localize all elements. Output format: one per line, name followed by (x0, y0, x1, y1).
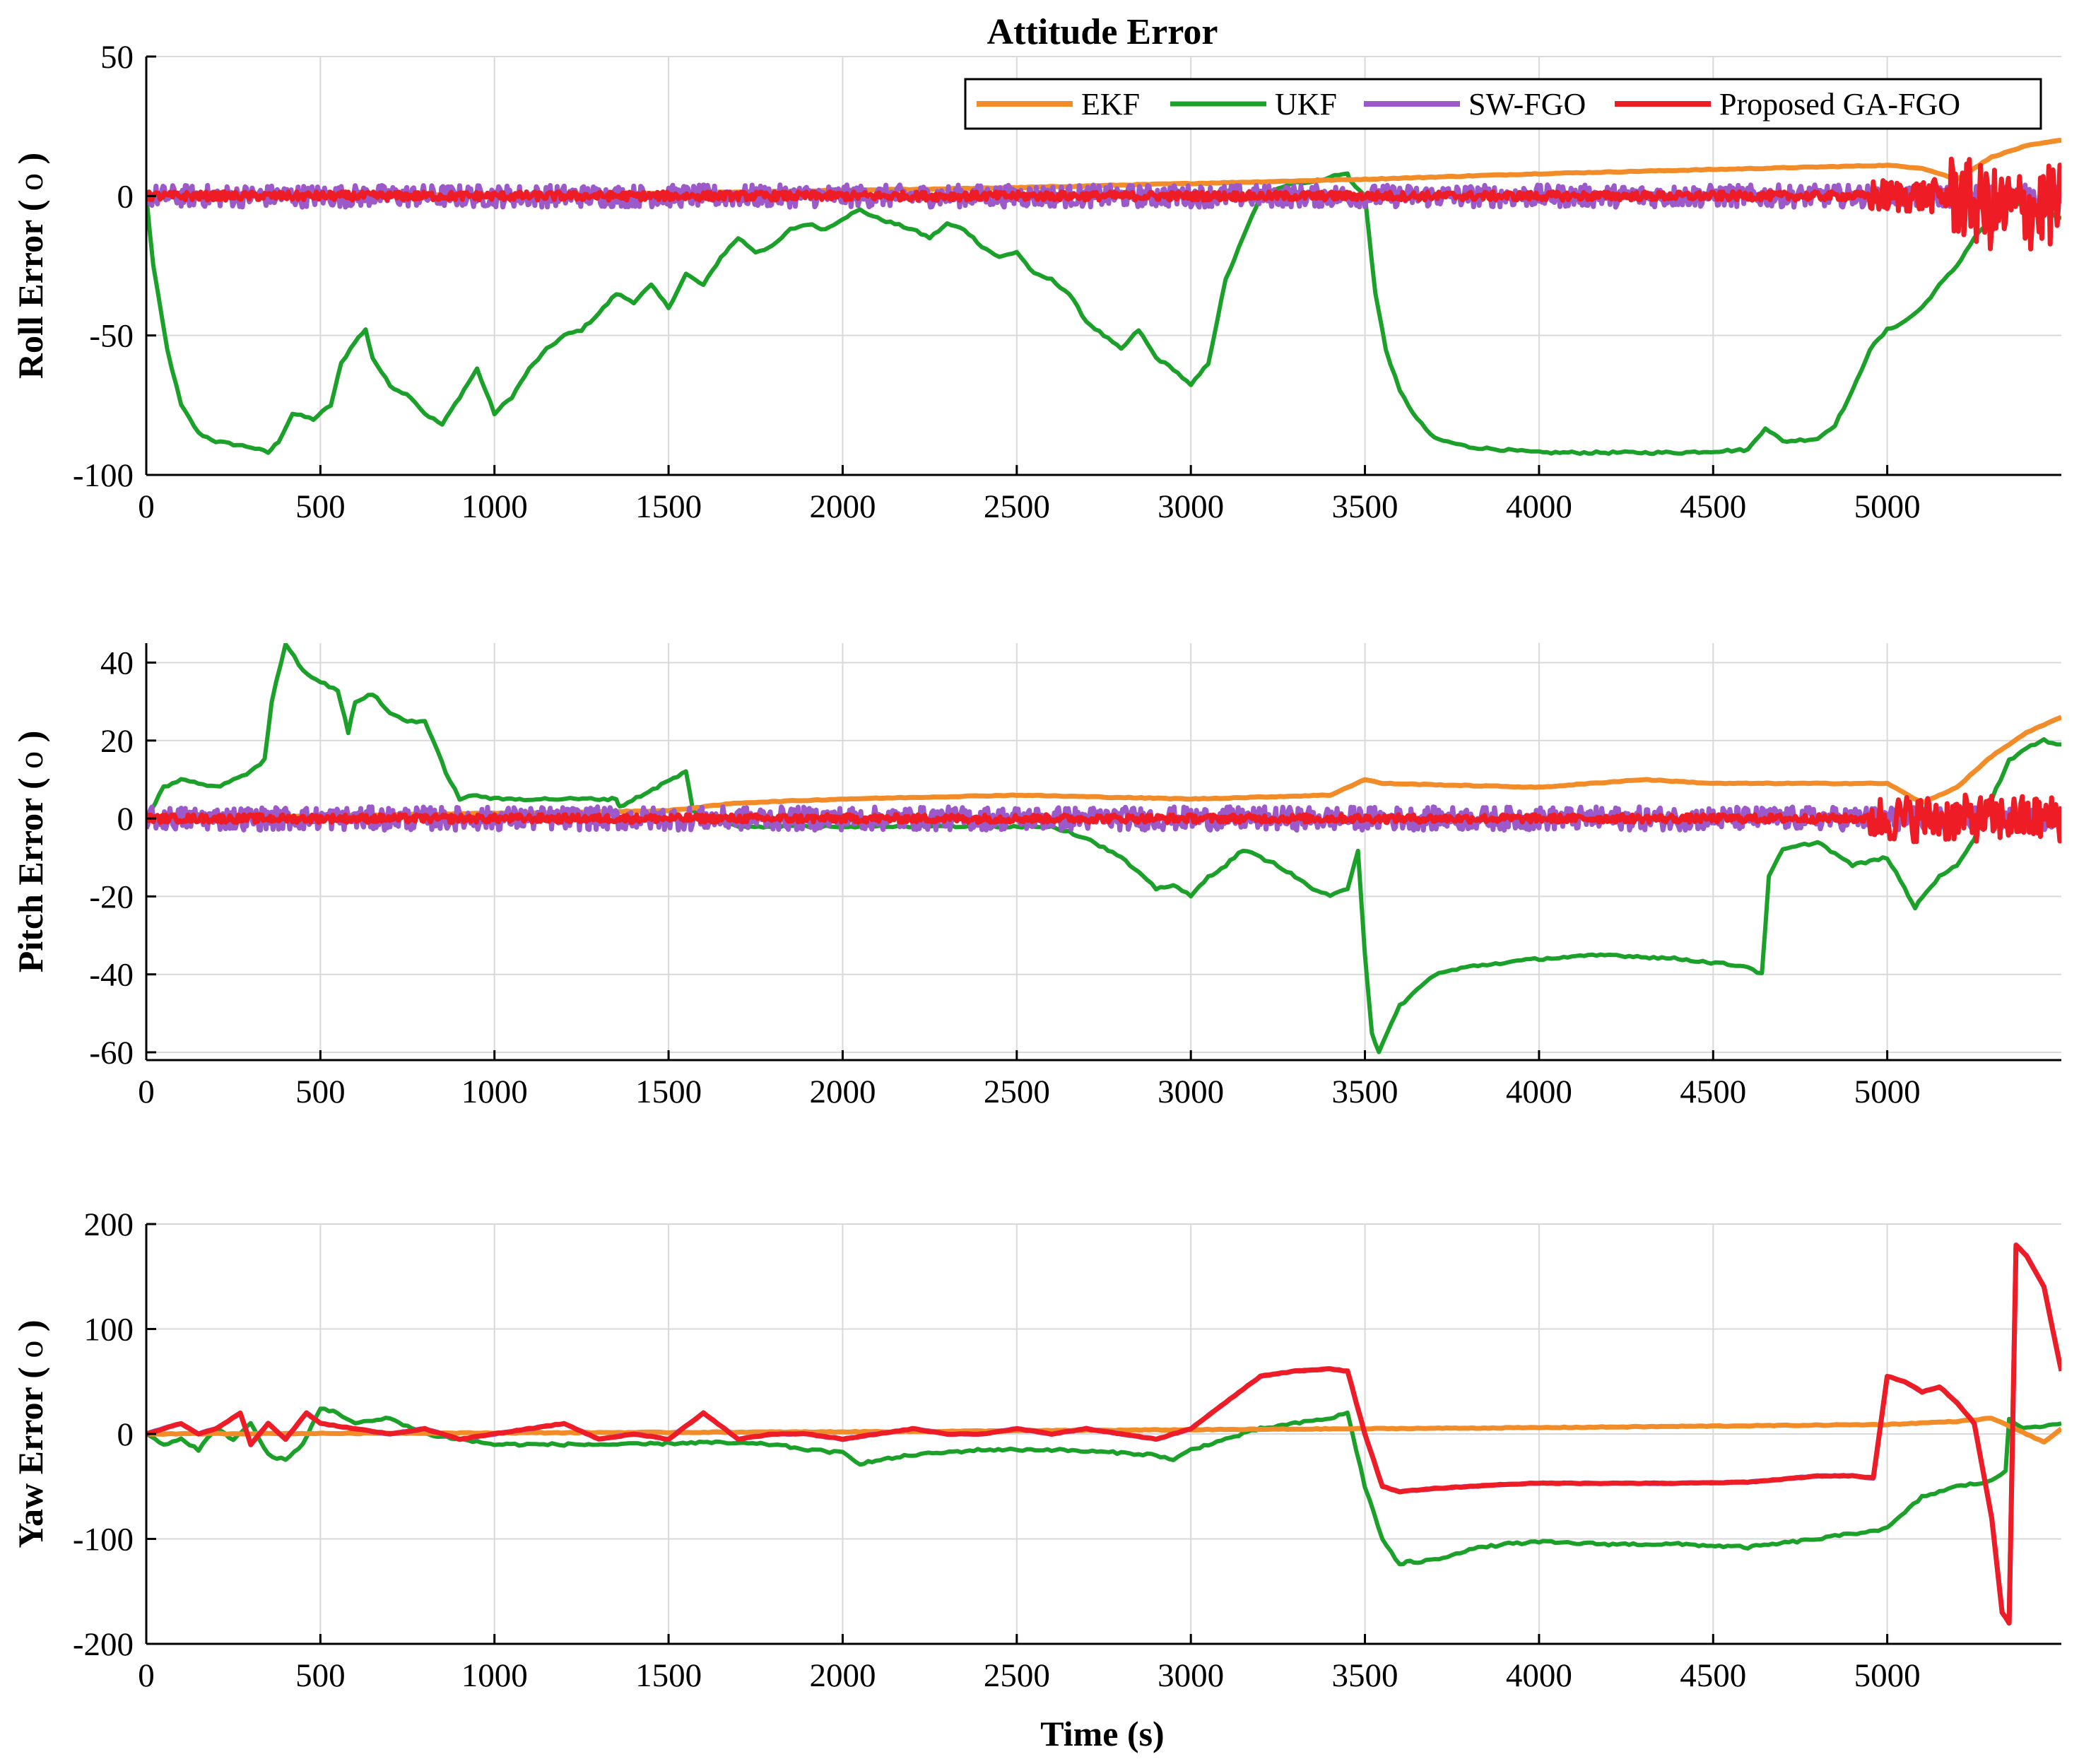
series-group (146, 1242, 2061, 1626)
legend-label: SW-FGO (1468, 87, 1586, 122)
degree-symbol: o (11, 1341, 50, 1358)
x-tick-label: 0 (138, 1074, 155, 1110)
y-tick-label: 0 (117, 801, 134, 837)
legend-label: Proposed GA-FGO (1719, 87, 1960, 122)
x-tick-label: 2500 (984, 488, 1050, 525)
y-axis-label-close: ) (11, 731, 50, 751)
x-tick-label: 1000 (461, 1074, 528, 1110)
x-tick-label: 4000 (1506, 488, 1572, 525)
chart-title: Attitude Error (987, 12, 1218, 52)
y-tick-label: 200 (84, 1206, 134, 1243)
x-tick-label: 3500 (1332, 1074, 1398, 1110)
degree-symbol: o (11, 751, 50, 769)
x-tick-label: 3000 (1158, 1657, 1224, 1694)
x-tick-label: 1000 (461, 1657, 528, 1694)
series-line-ekf (146, 715, 2061, 821)
x-tick-label: 2500 (984, 1657, 1050, 1694)
y-axis-label-text: Yaw Error ( (11, 1358, 50, 1548)
y-axis-label-text: Roll Error ( (11, 191, 50, 379)
x-tick-label: 500 (295, 1074, 346, 1110)
x-tick-label: 3500 (1332, 1657, 1398, 1694)
legend-box (964, 78, 2042, 130)
y-axis-label-text: Pitch Error ( (11, 769, 50, 972)
y-axis-label: Roll Error ( o ) (11, 153, 50, 379)
x-tick-label: 0 (138, 488, 155, 525)
x-tick-label: 4500 (1680, 1657, 1746, 1694)
x-tick-label: 5000 (1854, 488, 1921, 525)
series-line-ukf (146, 171, 2061, 457)
x-tick-label: 2000 (809, 1074, 876, 1110)
y-tick-label: -20 (89, 878, 134, 915)
legend-label: EKF (1081, 87, 1140, 122)
y-axis-label: Yaw Error ( o ) (11, 1319, 50, 1548)
x-tick-label: 500 (295, 488, 346, 525)
x-tick-label: 3000 (1158, 488, 1224, 525)
panel-1: 0 500 1000 1500 2000 2500 3000 3500 4000 4500 5000… (11, 643, 2061, 1110)
x-tick-label: 3000 (1158, 1074, 1224, 1110)
x-tick-label: 4000 (1506, 1657, 1572, 1694)
x-tick-label: 5000 (1854, 1074, 1921, 1110)
x-tick-label: 1500 (635, 1657, 702, 1694)
y-tick-label: -60 (89, 1035, 134, 1071)
y-axis-label-close: ) (11, 153, 50, 173)
series-line-sw-fgo (146, 182, 2061, 210)
y-tick-label: 20 (100, 723, 134, 760)
y-tick-label: -200 (73, 1626, 134, 1663)
panel-0: 0 500 1000 1500 2000 2500 3000 3500 4000 4500 5000… (11, 39, 2061, 525)
y-tick-label: 0 (117, 178, 134, 215)
series-line-proposed-ga-fgo (146, 1242, 2061, 1626)
y-tick-label: 50 (100, 39, 134, 76)
x-tick-label: 1500 (635, 488, 702, 525)
y-tick-label: 0 (117, 1416, 134, 1453)
x-tick-label: 5000 (1854, 1657, 1921, 1694)
legend-label: UKF (1275, 87, 1337, 122)
y-tick-label: 40 (100, 645, 134, 682)
y-axis-label: Pitch Error ( o ) (11, 731, 50, 973)
x-tick-label: 4000 (1506, 1074, 1572, 1110)
series-line-ukf (146, 1406, 2061, 1567)
series-line-ukf (146, 643, 2061, 1054)
series-group (146, 643, 2061, 1054)
x-tick-label: 1500 (635, 1074, 702, 1110)
x-tick-label: 500 (295, 1657, 346, 1694)
x-tick-label: 4500 (1680, 488, 1746, 525)
y-axis-label-close: ) (11, 1319, 50, 1340)
panel-2: 0 500 1000 1500 2000 2500 3000 3500 4000 4500 5000… (11, 1206, 2061, 1694)
y-tick-label: 100 (84, 1312, 134, 1348)
panels-group: 0 500 1000 1500 2000 2500 3000 3500 4000 4500 5000… (11, 39, 2061, 1694)
x-tick-label: 3500 (1332, 488, 1398, 525)
y-tick-label: -100 (73, 457, 134, 494)
x-axis-label: Time (s) (1040, 1714, 1164, 1753)
x-tick-label: 2000 (809, 1657, 876, 1694)
series-line-proposed-ga-fgo (146, 156, 2061, 252)
y-tick-label: -100 (73, 1522, 134, 1558)
y-tick-label: -50 (89, 318, 134, 355)
x-tick-label: 1000 (461, 488, 528, 525)
legend: EKF UKF SW-FGO Proposed GA-FGO (964, 78, 2042, 130)
x-tick-label: 2000 (809, 488, 876, 525)
series-line-proposed-ga-fgo (146, 792, 2061, 845)
y-tick-label: -40 (89, 957, 134, 994)
x-tick-label: 4500 (1680, 1074, 1746, 1110)
series-group (146, 137, 2061, 457)
x-tick-label: 0 (138, 1657, 155, 1694)
x-tick-label: 2500 (984, 1074, 1050, 1110)
degree-symbol: o (11, 173, 50, 191)
